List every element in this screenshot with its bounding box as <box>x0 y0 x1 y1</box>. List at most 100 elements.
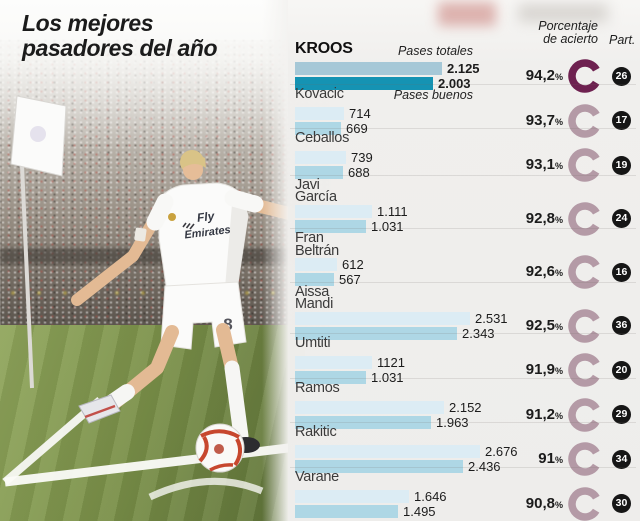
accuracy-percent: 92,8% <box>525 209 563 227</box>
bar-pases-totales <box>295 258 337 271</box>
bar-pases-buenos <box>295 371 366 384</box>
bar-pases-buenos <box>295 326 457 340</box>
pases-totales-label: Pases totales <box>397 44 473 58</box>
value-pases-totales: 1.111 <box>377 203 408 219</box>
player-name: Rakitic <box>295 424 337 440</box>
participations-badge: 20 <box>612 360 631 380</box>
player-name-line: García <box>295 189 337 205</box>
accuracy-donut-icon <box>568 59 602 93</box>
shorts-number: 8 <box>223 315 232 334</box>
value-pases-totales: 1.646 <box>414 488 447 504</box>
value-pases-buenos: 2.436 <box>468 459 501 474</box>
jersey-sponsor-line1: Fly <box>196 209 216 225</box>
jersey-sponsor-line2: Emirates <box>184 224 232 242</box>
accuracy-percent: 91,9% <box>525 361 563 378</box>
row-separator <box>290 466 636 468</box>
row-separator <box>290 377 636 379</box>
player-row: Ceballos 739 688 93,1% 19 <box>288 130 640 182</box>
player-name: Ceballos <box>295 130 350 146</box>
bar-pases-buenos <box>295 460 463 473</box>
accuracy-donut-icon <box>568 353 602 387</box>
value-pases-totales: 2.676 <box>485 444 518 459</box>
accuracy-percent: 93,7% <box>525 111 563 129</box>
bar-pases-totales <box>295 62 442 75</box>
bar-pases-buenos <box>295 273 334 286</box>
player-row: Fran Beltrán 612 567 92,6% 16 <box>288 230 640 289</box>
accuracy-percent: 92,5% <box>525 316 563 334</box>
accuracy-donut-icon <box>568 308 602 343</box>
value-pases-totales: 714 <box>349 105 371 121</box>
player-name: KROOS <box>295 40 353 57</box>
accuracy-percent: 94,2% <box>525 67 563 84</box>
pases-buenos-label: Pases buenos <box>393 87 473 102</box>
player-row: Aissa Mandi 2.531 2.343 92,5% 36 <box>288 283 640 343</box>
bar-pases-buenos <box>295 504 398 518</box>
accuracy-donut-icon <box>568 486 602 521</box>
value-pases-buenos: 1.963 <box>436 414 469 430</box>
player-name-line: KROOS <box>295 40 353 57</box>
participations-column-header: Part. <box>609 33 636 47</box>
participations-badge: 36 <box>612 316 631 335</box>
flag-crest-icon <box>30 126 46 142</box>
row-separator <box>290 128 636 129</box>
player-name: Ramos <box>295 379 340 396</box>
bar-pases-totales <box>295 489 409 503</box>
participations-badge: 17 <box>612 111 631 130</box>
club-crest-icon <box>168 213 176 221</box>
adidas-logo-icon <box>182 222 195 230</box>
bar-pases-buenos <box>295 121 341 135</box>
row-separator <box>290 333 636 334</box>
participations-badge: 30 <box>612 494 631 513</box>
player-name-line: Javi <box>295 176 320 193</box>
value-pases-totales: 739 <box>351 150 373 165</box>
bar-pases-totales <box>295 204 372 218</box>
player-row: Varane 1.646 1.495 90,8% 30 <box>288 468 640 521</box>
player-name-line: Umtiti <box>295 335 331 351</box>
accuracy-donut-icon <box>568 103 602 138</box>
player-name-line: Aissa <box>295 283 329 300</box>
player-name: Fran Beltrán <box>295 230 339 259</box>
participations-badge: 19 <box>612 155 631 175</box>
player-name-line: Ceballos <box>295 130 350 146</box>
value-pases-buenos: 2.003 <box>438 76 471 91</box>
value-pases-buenos: 2.343 <box>462 325 495 341</box>
player-name: Javi García <box>295 176 337 205</box>
participations-badge: 26 <box>612 66 631 86</box>
player-name-line: Beltrán <box>295 242 339 259</box>
participations-badge: 34 <box>612 449 631 469</box>
accuracy-donut-icon <box>568 148 602 182</box>
row-separator <box>290 281 636 283</box>
bar-pases-buenos <box>295 77 433 90</box>
accuracy-percent: 91,2% <box>525 405 563 423</box>
player-name: Varane <box>295 468 339 485</box>
accuracy-donut-icon <box>568 201 602 236</box>
accuracy-donut-icon <box>568 442 602 476</box>
player-name-line: Rakitic <box>295 424 337 440</box>
value-pases-totales: 612 <box>342 257 364 272</box>
stats-panel: Porcentaje de acierto Part. Pases totale… <box>262 0 640 521</box>
player-name-line: Ramos <box>295 379 340 396</box>
bar-pases-totales <box>295 106 344 120</box>
accuracy-donut-icon <box>568 397 602 432</box>
player-name-line: Varane <box>295 468 339 485</box>
row-separator <box>290 174 636 176</box>
player-row: Javi García 1.111 1.031 92,8% 24 <box>288 176 640 236</box>
player-row: Ramos 2.152 1.963 91,2% 29 <box>288 379 640 432</box>
bar-pases-totales <box>295 311 470 325</box>
bar-pases-totales <box>295 151 346 164</box>
value-pases-totales: 2.152 <box>449 399 482 415</box>
player-row: KROOS 2.125 2.003 94,2% 26 <box>288 40 640 93</box>
accuracy-column-header: Porcentaje de acierto <box>538 19 598 46</box>
scoreboard-blur <box>438 2 496 26</box>
player-name-line: Fran <box>295 230 324 246</box>
value-pases-buenos: 1.495 <box>403 503 436 519</box>
bar-pases-buenos <box>295 415 431 429</box>
boot <box>78 394 121 424</box>
bar-pases-totales <box>295 356 372 369</box>
row-separator <box>290 422 636 423</box>
bar-pases-totales <box>295 445 480 458</box>
bar-pases-buenos <box>295 219 366 233</box>
value-pases-buenos: 688 <box>348 165 370 180</box>
page-title: Los mejores pasadores del año <box>22 10 218 61</box>
row-separator <box>290 83 636 85</box>
